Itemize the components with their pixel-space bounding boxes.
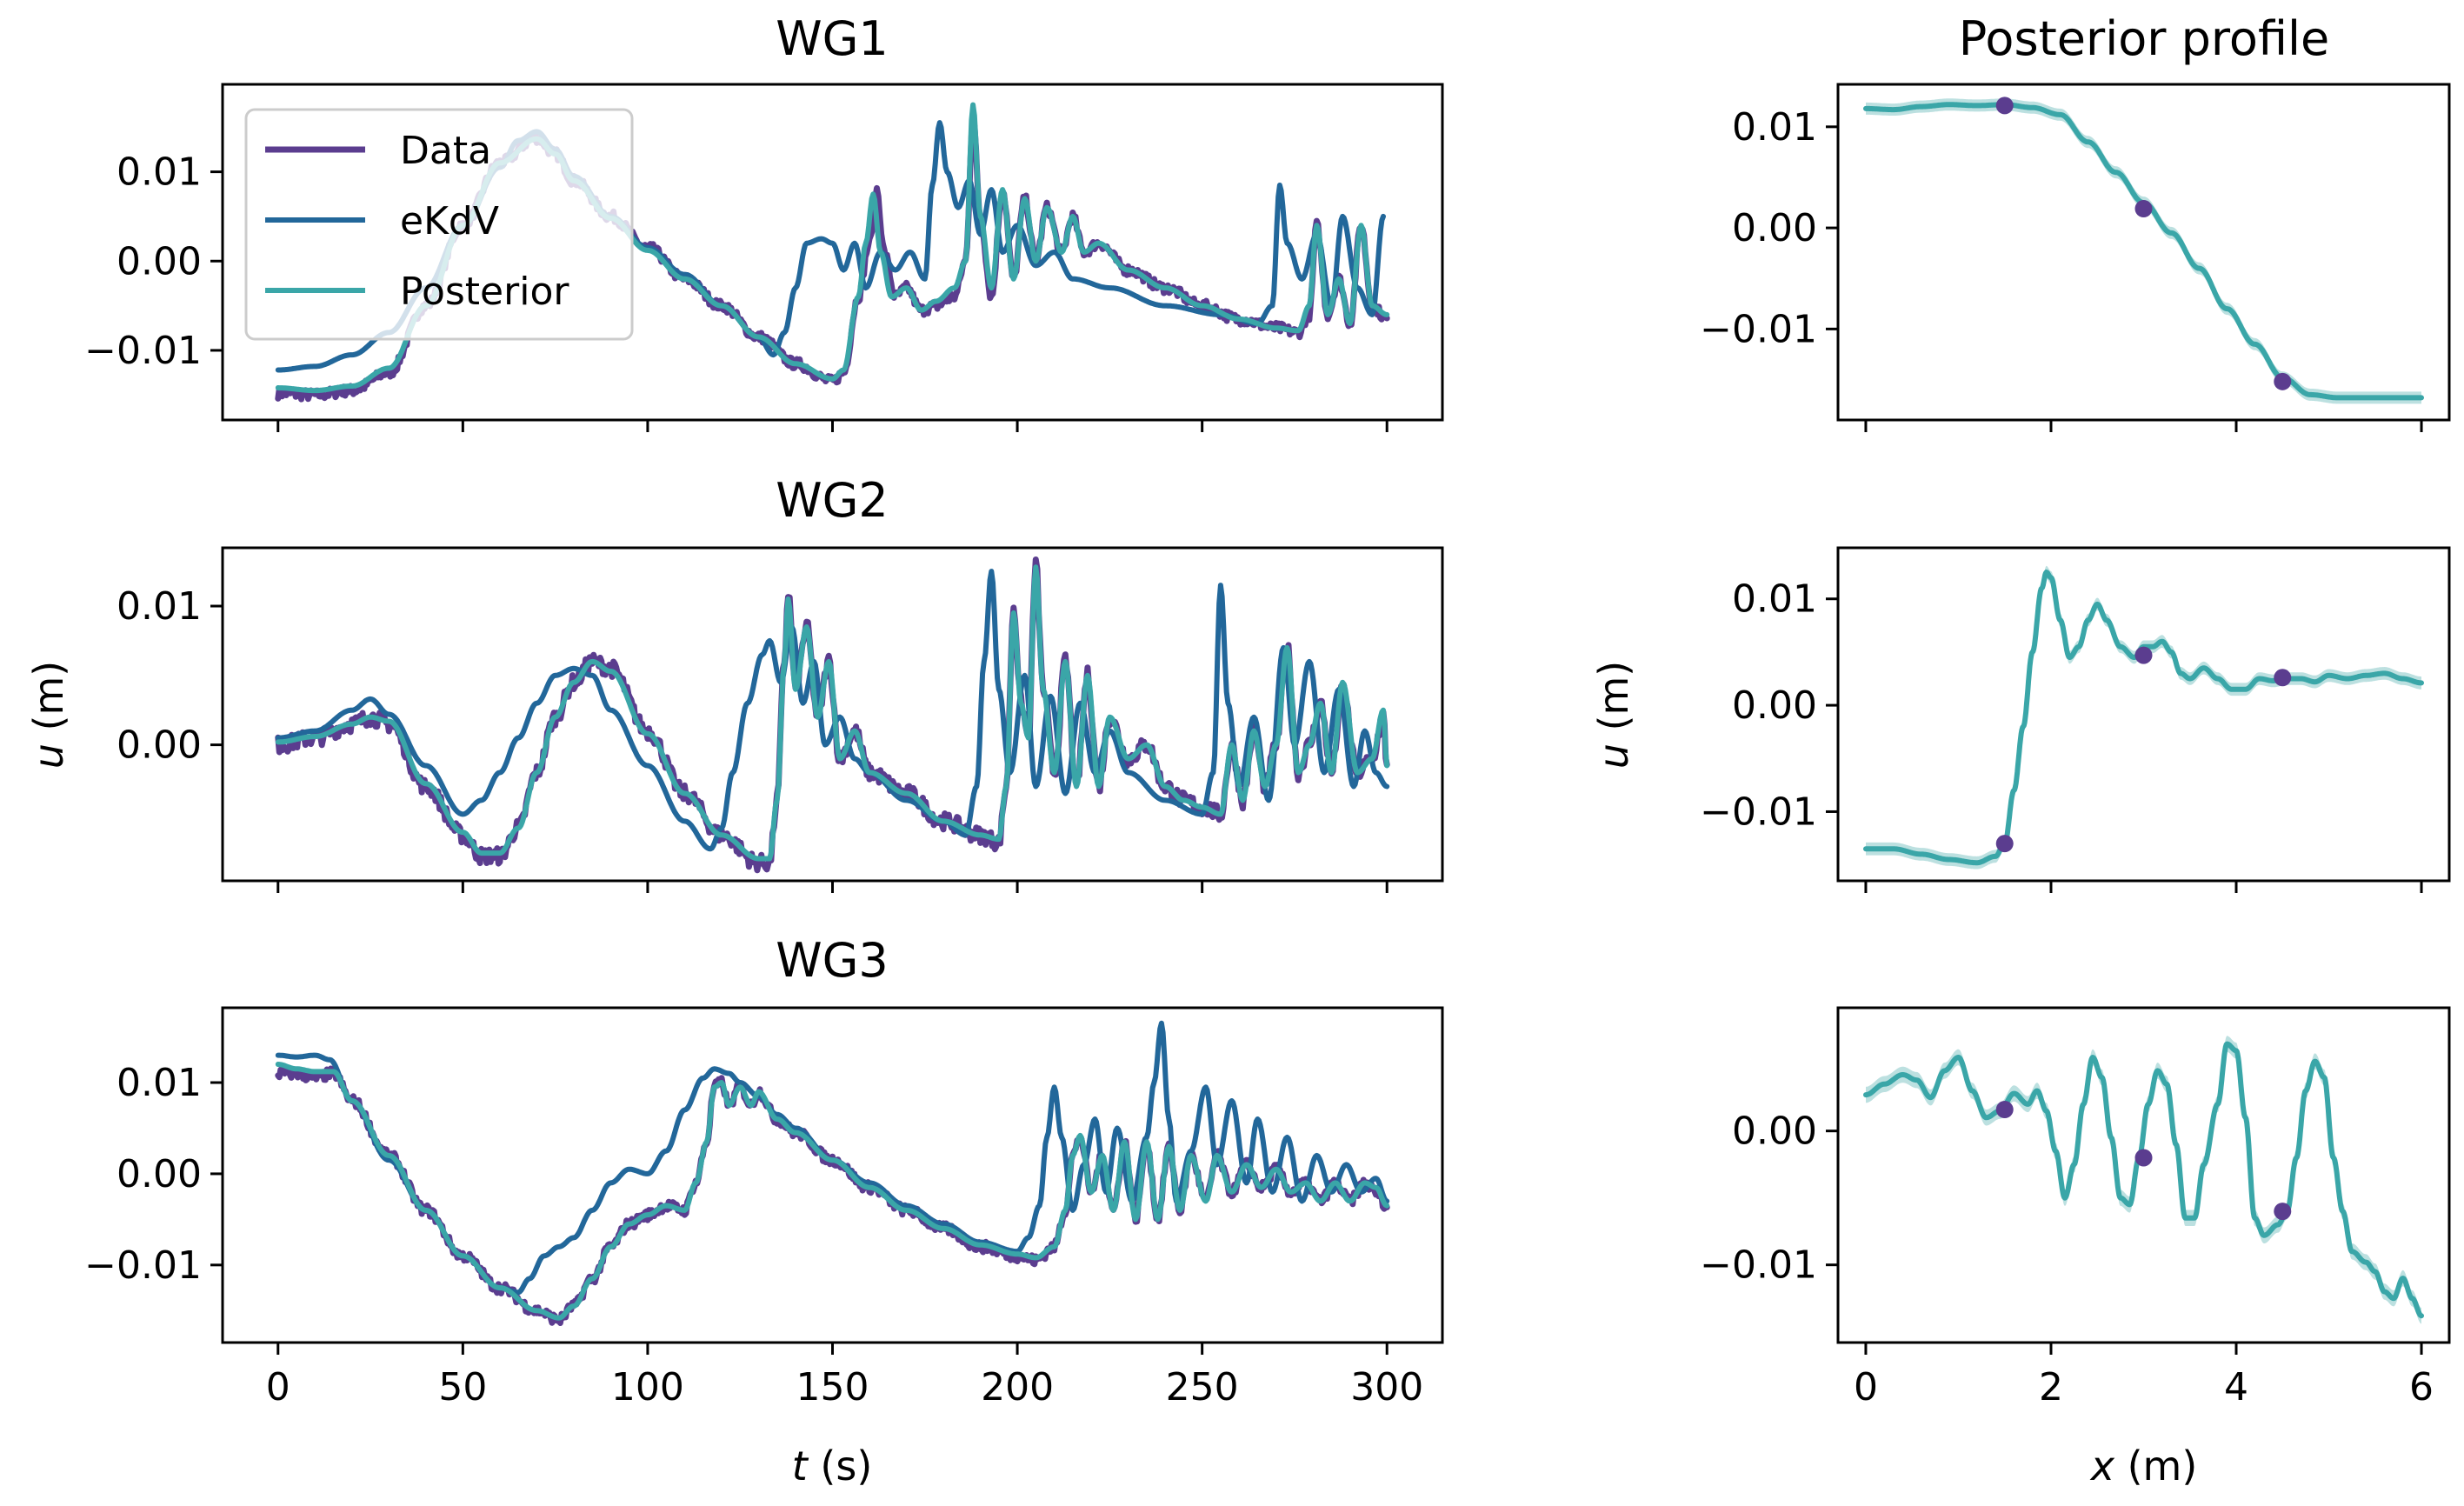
uncertainty-band bbox=[1866, 565, 2421, 870]
y-axis-unit: (m) bbox=[1590, 661, 1637, 743]
x-axis-unit: (s) bbox=[808, 1443, 872, 1489]
plot-area-profile2 bbox=[1863, 565, 2424, 870]
y-tick-labels-wg3: −0.01 0.00 0.01 bbox=[84, 1061, 202, 1288]
x-tick-label: 2 bbox=[2039, 1365, 2063, 1409]
series-line-posterior bbox=[275, 1062, 1390, 1321]
series-line-ekdv bbox=[275, 569, 1390, 852]
y-tick-label: 0.01 bbox=[117, 150, 202, 195]
x-tick-label: 4 bbox=[2224, 1365, 2248, 1409]
x-axis-label-left: t (s) bbox=[792, 1443, 873, 1489]
series-line-posterior bbox=[1863, 1041, 2424, 1319]
x-tick-label: 100 bbox=[611, 1365, 684, 1409]
y-tick-labels-wg1: −0.01 0.00 0.01 bbox=[84, 150, 202, 373]
panel-wg2: WG2 u (m) 0.00 0.01 bbox=[25, 473, 1444, 893]
data-point-marker bbox=[2134, 200, 2153, 218]
ticks-profile3 bbox=[1826, 1130, 2423, 1355]
panel-wg1: WG1 −0.01 0.00 0.01 Data eKdV Posterior bbox=[84, 11, 1444, 432]
panel-title-wg2: WG2 bbox=[776, 473, 889, 528]
data-point-marker bbox=[2134, 646, 2153, 664]
x-tick-label: 0 bbox=[266, 1365, 290, 1409]
y-tick-label: −0.01 bbox=[1700, 307, 1817, 351]
x-tick-labels-profile3: 0 2 4 6 bbox=[1854, 1365, 2434, 1409]
x-tick-labels-wg3: 0 50 100 150 200 250 300 bbox=[266, 1365, 1423, 1409]
x-tick-label: 0 bbox=[1854, 1365, 1878, 1409]
y-tick-label: 0.01 bbox=[1732, 577, 1817, 622]
y-tick-label: 0.00 bbox=[1732, 1110, 1817, 1154]
legend-label-data: Data bbox=[400, 129, 491, 173]
x-tick-label: 50 bbox=[438, 1365, 487, 1409]
series-line-posterior bbox=[1863, 570, 2424, 866]
axes-frame-profile1 bbox=[1836, 83, 2451, 422]
ticks-profile2 bbox=[1826, 597, 2423, 893]
panel-profile3: −0.01 0.00 0 2 4 6 x (m) bbox=[1700, 1006, 2451, 1489]
x-tick-label: 250 bbox=[1166, 1365, 1239, 1409]
y-tick-labels-profile3: −0.01 0.00 bbox=[1700, 1110, 1817, 1288]
panel-profile2: u (m) −0.01 0.00 0.01 bbox=[1590, 546, 2451, 893]
ticks-profile1 bbox=[1826, 125, 2423, 432]
y-axis-unit: (m) bbox=[25, 661, 72, 743]
ticks-wg1 bbox=[210, 170, 1388, 432]
y-tick-labels-wg2: 0.00 0.01 bbox=[117, 584, 202, 768]
x-tick-label: 150 bbox=[796, 1365, 869, 1409]
x-tick-label: 6 bbox=[2409, 1365, 2434, 1409]
panel-wg3: WG3 −0.01 0.00 0.01 0 50 100 150 200 250… bbox=[84, 933, 1444, 1489]
y-tick-label: −0.01 bbox=[1700, 1243, 1817, 1288]
y-tick-label: 0.00 bbox=[117, 1152, 202, 1196]
axes-frame-profile3 bbox=[1836, 1006, 2451, 1344]
data-point-marker bbox=[2274, 1203, 2292, 1221]
x-tick-label: 300 bbox=[1350, 1365, 1423, 1409]
y-axis-label-left: u (m) bbox=[25, 661, 72, 769]
y-tick-label: 0.00 bbox=[117, 723, 202, 768]
y-tick-label: −0.01 bbox=[1700, 790, 1817, 834]
x-axis-unit: (m) bbox=[2114, 1443, 2197, 1489]
ticks-wg3 bbox=[210, 1081, 1388, 1355]
axes-frame-profile2 bbox=[1836, 546, 2451, 883]
y-axis-symbol: u bbox=[25, 743, 72, 769]
x-axis-symbol: x bbox=[2089, 1443, 2115, 1489]
y-tick-labels-profile2: −0.01 0.00 0.01 bbox=[1700, 577, 1817, 835]
plot-area-wg2 bbox=[275, 556, 1390, 874]
series-line-posterior bbox=[1863, 102, 2424, 401]
legend: Data eKdV Posterior bbox=[244, 108, 634, 341]
y-tick-label: 0.00 bbox=[117, 239, 202, 283]
x-axis-symbol: t bbox=[792, 1443, 809, 1489]
legend-label-posterior: Posterior bbox=[400, 270, 569, 314]
plot-area-profile3 bbox=[1863, 1036, 2424, 1324]
data-point-marker bbox=[1995, 97, 2014, 115]
y-axis-symbol: u bbox=[1590, 743, 1637, 769]
y-tick-label: 0.01 bbox=[1732, 105, 1817, 150]
ticks-wg2 bbox=[210, 604, 1388, 893]
panel-title-wg1: WG1 bbox=[776, 11, 889, 66]
y-tick-label: 0.00 bbox=[1732, 683, 1817, 728]
plot-area-profile1 bbox=[1863, 97, 2424, 404]
y-tick-label: 0.01 bbox=[117, 584, 202, 629]
panel-title-wg3: WG3 bbox=[776, 933, 889, 988]
y-tick-label: −0.01 bbox=[84, 1243, 202, 1288]
x-tick-label: 200 bbox=[981, 1365, 1054, 1409]
y-tick-label: 0.01 bbox=[117, 1061, 202, 1105]
y-tick-label: 0.00 bbox=[1732, 206, 1817, 250]
panel-profile1: Posterior profile −0.01 0.00 0.01 bbox=[1700, 11, 2451, 432]
legend-box bbox=[244, 108, 634, 341]
plot-area-wg3 bbox=[275, 1020, 1390, 1326]
series-line-data bbox=[275, 1065, 1390, 1326]
y-tick-labels-profile1: −0.01 0.00 0.01 bbox=[1700, 105, 1817, 352]
y-tick-label: −0.01 bbox=[84, 329, 202, 373]
data-point-marker bbox=[1995, 835, 2014, 853]
panel-title-profile: Posterior profile bbox=[1959, 11, 2329, 66]
legend-label-ekdv: eKdV bbox=[400, 199, 499, 243]
data-point-marker bbox=[2134, 1149, 2153, 1167]
y-axis-label-right: u (m) bbox=[1590, 661, 1637, 769]
series-line-posterior bbox=[275, 564, 1390, 862]
data-point-marker bbox=[2274, 669, 2292, 687]
uncertainty-band bbox=[1866, 98, 2421, 404]
data-point-marker bbox=[2274, 372, 2292, 390]
data-point-marker bbox=[1995, 1101, 2014, 1119]
x-axis-label-right: x (m) bbox=[2089, 1443, 2198, 1489]
